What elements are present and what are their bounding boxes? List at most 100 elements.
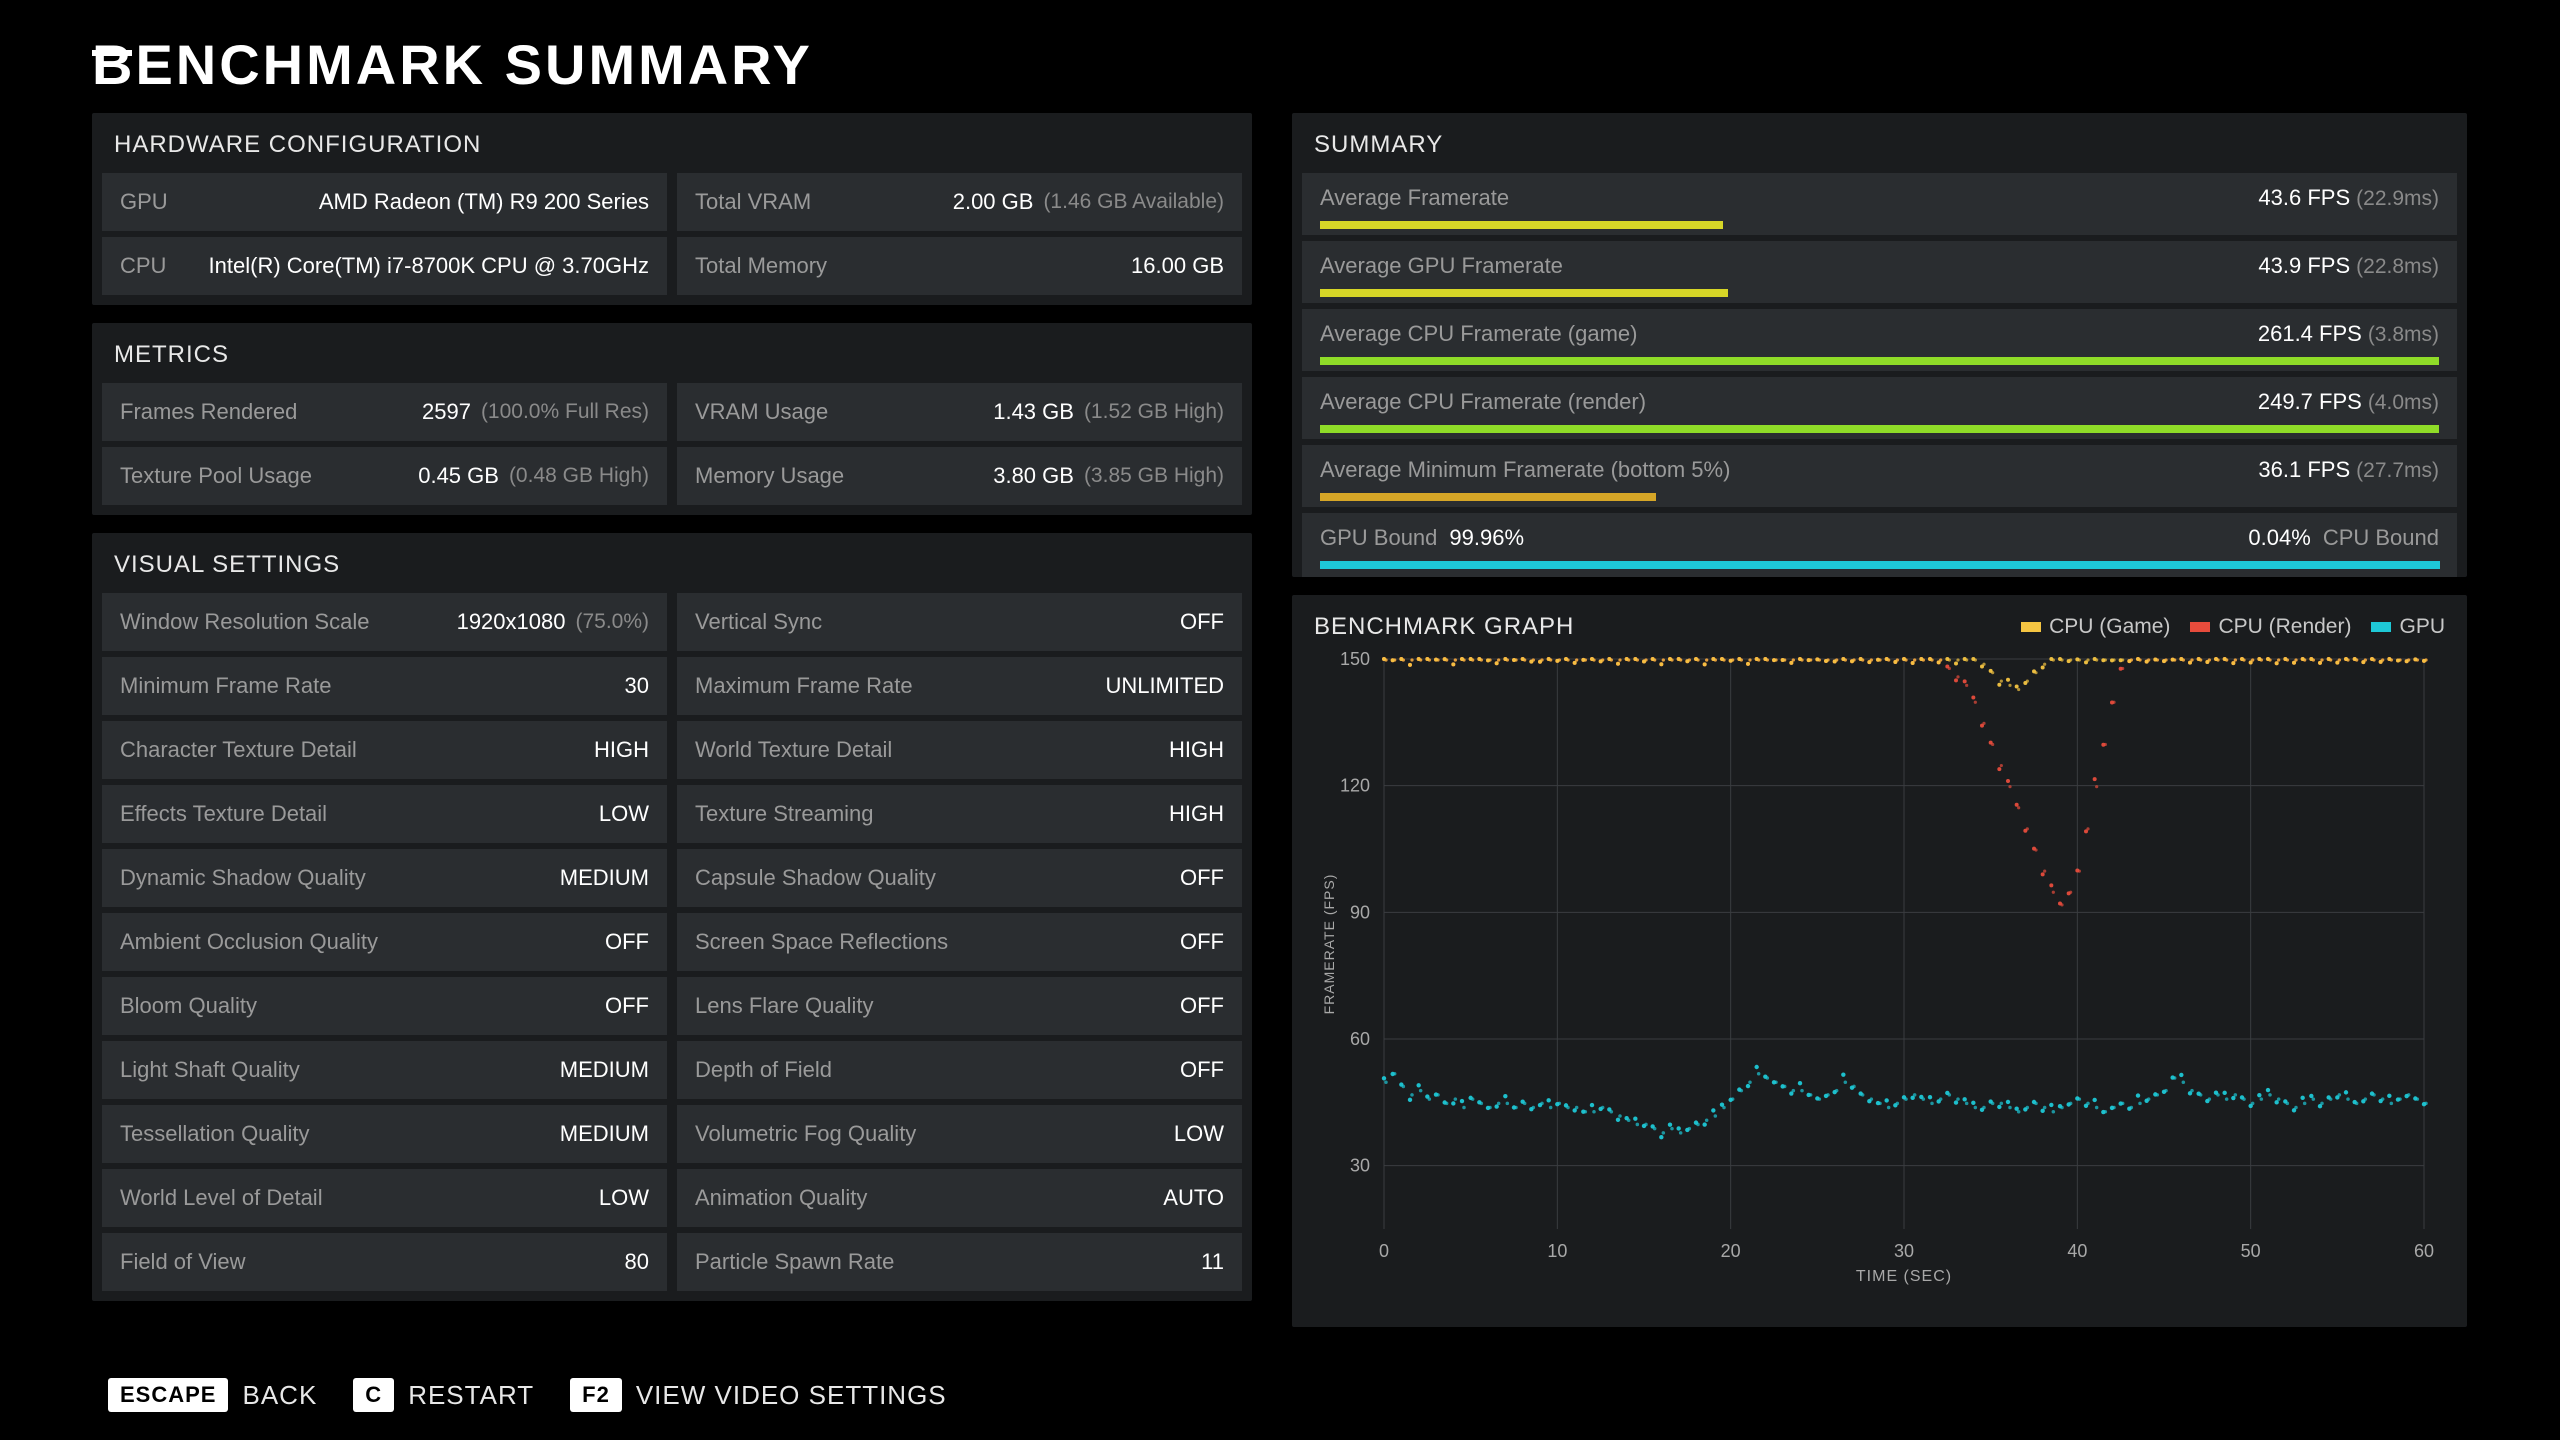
visual-setting-value: 30: [625, 673, 649, 699]
summary-bar: [1320, 425, 2439, 433]
metrics-sub: (100.0% Full Res): [481, 400, 649, 424]
svg-text:40: 40: [2067, 1241, 2087, 1261]
legend-swatch: [2190, 622, 2210, 632]
metrics-cell: Frames Rendered2597(100.0% Full Res): [102, 383, 667, 441]
keycap[interactable]: ESCAPE: [108, 1378, 228, 1412]
metrics-label: VRAM Usage: [695, 399, 828, 425]
visual-setting-value: HIGH: [1169, 737, 1224, 763]
legend-item: GPU: [2371, 615, 2445, 639]
visual-setting-value: AUTO: [1163, 1185, 1224, 1211]
summary-item: Average CPU Framerate (game)261.4 FPS(3.…: [1302, 309, 2457, 371]
visual-setting-label: Bloom Quality: [120, 993, 257, 1019]
summary-fps: 261.4 FPS: [2258, 321, 2362, 347]
svg-text:60: 60: [2414, 1241, 2434, 1261]
legend-label: GPU: [2399, 615, 2445, 639]
visual-setting-cell: Particle Spawn Rate11: [677, 1233, 1242, 1291]
visual-setting-cell: Texture StreamingHIGH: [677, 785, 1242, 843]
metrics-header: METRICS: [92, 323, 1252, 383]
metrics-cell: Memory Usage 3.80 GB (3.85 GB High): [677, 447, 1242, 505]
svg-text:0: 0: [1379, 1241, 1389, 1261]
visual-setting-label: Ambient Occlusion Quality: [120, 929, 378, 955]
content-area: HARDWARE CONFIGURATION GPUAMD Radeon (TM…: [0, 113, 2560, 1345]
visual-setting-cell: Bloom QualityOFF: [102, 977, 667, 1035]
legend-swatch: [2021, 622, 2041, 632]
visual-setting-value: HIGH: [1169, 801, 1224, 827]
visual-setting-value: UNLIMITED: [1105, 673, 1224, 699]
visual-setting-cell: Light Shaft QualityMEDIUM: [102, 1041, 667, 1099]
summary-fps: 249.7 FPS: [2258, 389, 2362, 415]
visual-setting-label: World Level of Detail: [120, 1185, 323, 1211]
svg-text:FRAMERATE (FPS): FRAMERATE (FPS): [1321, 874, 1337, 1015]
visual-setting-label: Maximum Frame Rate: [695, 673, 913, 699]
hardware-value: AMD Radeon (TM) R9 200 Series: [319, 189, 649, 215]
visual-setting-label: Light Shaft Quality: [120, 1057, 300, 1083]
metrics-label: Texture Pool Usage: [120, 463, 312, 489]
footer-action[interactable]: VIEW VIDEO SETTINGS: [636, 1380, 947, 1411]
hardware-label: Total VRAM: [695, 189, 811, 215]
summary-bar: [1320, 221, 1723, 229]
visual-setting-cell: Vertical SyncOFF: [677, 593, 1242, 651]
visual-setting-value: OFF: [1180, 993, 1224, 1019]
metrics-cell: VRAM Usage 1.43 GB (1.52 GB High): [677, 383, 1242, 441]
visual-setting-value: MEDIUM: [560, 865, 649, 891]
summary-label: Average Minimum Framerate (bottom 5%): [1320, 457, 1730, 483]
visual-setting-label: Vertical Sync: [695, 609, 822, 635]
summary-label: Average CPU Framerate (render): [1320, 389, 1646, 415]
summary-item: Average GPU Framerate43.9 FPS(22.8ms): [1302, 241, 2457, 303]
visual-setting-label: Lens Flare Quality: [695, 993, 874, 1019]
summary-item: Average Framerate43.6 FPS(22.9ms): [1302, 173, 2457, 235]
metrics-value: 3.80 GB: [993, 463, 1074, 489]
visual-setting-sub: (75.0%): [575, 610, 649, 634]
legend-label: CPU (Game): [2049, 615, 2170, 639]
visual-setting-value: 11: [1201, 1249, 1224, 1275]
summary-bar: [1320, 493, 1656, 501]
metrics-sub: (1.52 GB High): [1084, 400, 1224, 424]
visual-setting-cell: Effects Texture DetailLOW: [102, 785, 667, 843]
svg-text:10: 10: [1547, 1241, 1567, 1261]
visual-setting-cell: World Level of DetailLOW: [102, 1169, 667, 1227]
summary-label: Average Framerate: [1320, 185, 1509, 211]
visual-setting-value: 1920x1080: [457, 609, 566, 635]
left-column: HARDWARE CONFIGURATION GPUAMD Radeon (TM…: [92, 113, 1252, 1345]
hardware-cell: GPU AMD Radeon (TM) R9 200 Series: [102, 173, 667, 231]
visual-setting-label: Minimum Frame Rate: [120, 673, 331, 699]
visual-setting-label: Screen Space Reflections: [695, 929, 948, 955]
hardware-label: GPU: [120, 189, 168, 215]
visual-setting-value: OFF: [1180, 929, 1224, 955]
svg-text:30: 30: [1894, 1241, 1914, 1261]
metrics-sub: (3.85 GB High): [1084, 464, 1224, 488]
metrics-value: 1.43 GB: [993, 399, 1074, 425]
summary-header: SUMMARY: [1292, 113, 2467, 173]
visual-setting-cell: Window Resolution Scale1920x1080(75.0%): [102, 593, 667, 651]
visual-setting-label: Field of View: [120, 1249, 246, 1275]
gpu-bound-bar: [1320, 561, 2439, 569]
metrics-label: Memory Usage: [695, 463, 844, 489]
summary-bar: [1320, 289, 1728, 297]
visual-setting-cell: Minimum Frame Rate 30: [102, 657, 667, 715]
summary-ms: (22.9ms): [2356, 187, 2439, 211]
footer-action[interactable]: RESTART: [408, 1380, 534, 1411]
visual-setting-value: OFF: [1180, 865, 1224, 891]
visual-setting-cell: Ambient Occlusion QualityOFF: [102, 913, 667, 971]
legend-label: CPU (Render): [2218, 615, 2351, 639]
keycap[interactable]: C: [353, 1378, 394, 1412]
metrics-value: 0.45 GB: [418, 463, 499, 489]
visual-setting-value: LOW: [1174, 1121, 1224, 1147]
visual-setting-value: HIGH: [594, 737, 649, 763]
summary-item: Average CPU Framerate (render)249.7 FPS(…: [1302, 377, 2457, 439]
page-title: BENCHMARK SUMMARY: [0, 0, 2560, 113]
visual-setting-cell: Dynamic Shadow QualityMEDIUM: [102, 849, 667, 907]
summary-ms: (27.7ms): [2356, 459, 2439, 483]
visual-setting-label: Tessellation Quality: [120, 1121, 310, 1147]
svg-text:150: 150: [1340, 649, 1370, 669]
visual-setting-cell: Field of View80: [102, 1233, 667, 1291]
right-column: SUMMARY Average Framerate43.6 FPS(22.9ms…: [1292, 113, 2467, 1345]
hardware-cell: CPUIntel(R) Core(TM) i7-8700K CPU @ 3.70…: [102, 237, 667, 295]
hardware-label: Total Memory: [695, 253, 827, 279]
visual-setting-label: Capsule Shadow Quality: [695, 865, 936, 891]
visual-setting-value: MEDIUM: [560, 1121, 649, 1147]
visual-setting-cell: Tessellation Quality MEDIUM: [102, 1105, 667, 1163]
visual-setting-cell: Capsule Shadow Quality OFF: [677, 849, 1242, 907]
keycap[interactable]: F2: [570, 1378, 622, 1412]
footer-action[interactable]: BACK: [242, 1380, 317, 1411]
